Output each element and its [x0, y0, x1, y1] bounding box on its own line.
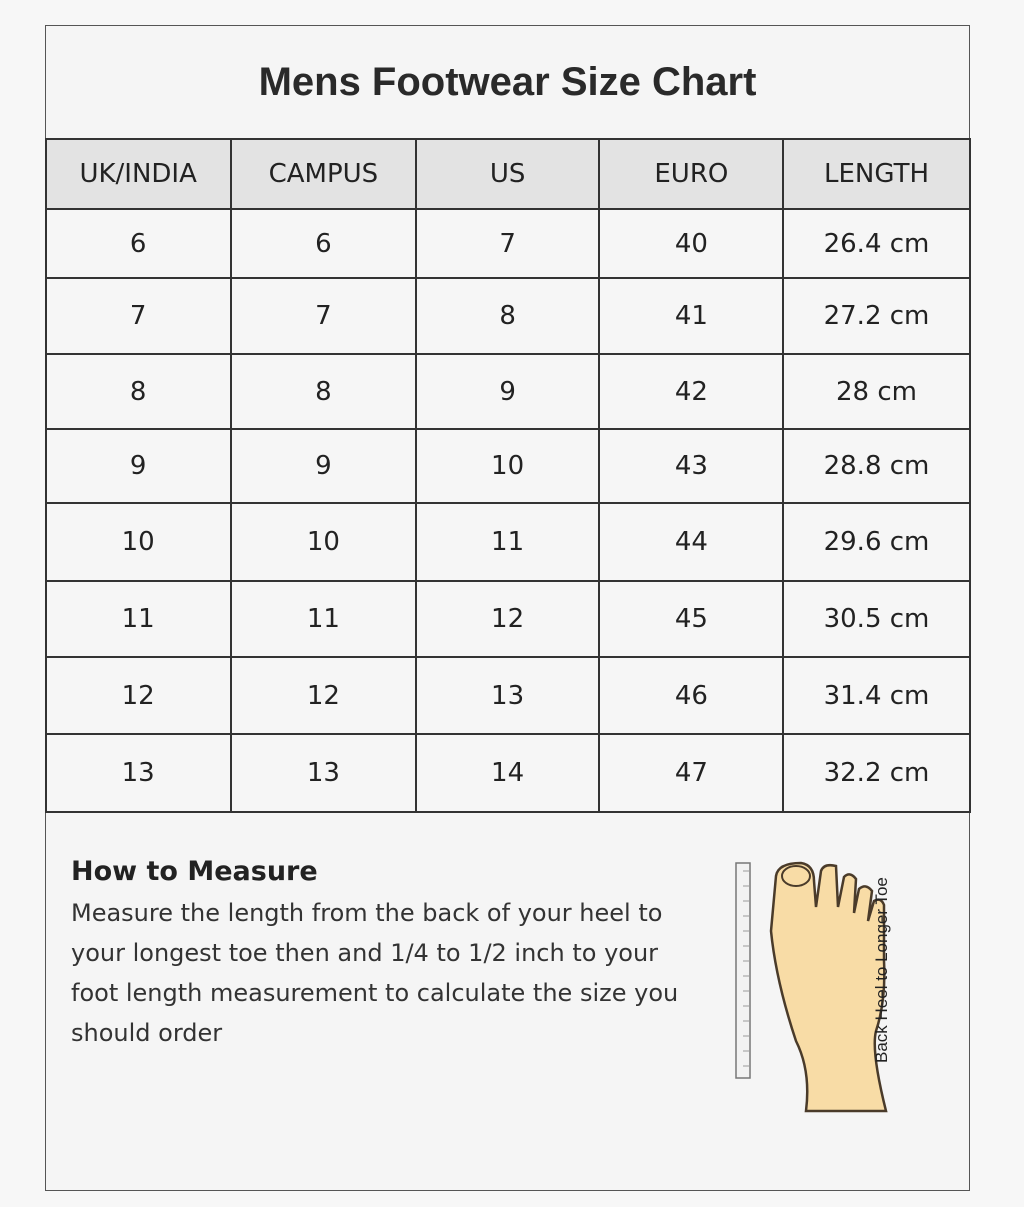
foot-with-ruler-icon — [735, 861, 888, 1113]
table-cell: 9 — [44, 428, 232, 504]
table-row: 10 10 11 44 29.6 cm — [44, 502, 971, 582]
table-cell: 10 — [44, 502, 232, 582]
table-cell: 11 — [229, 580, 417, 658]
chart-title: Mens Footwear Size Chart — [258, 60, 757, 104]
table-cell: 11 — [414, 502, 601, 582]
table-cell: 8 — [44, 353, 232, 430]
table-cell: 28.8 cm — [782, 428, 971, 504]
table-cell: 10 — [414, 428, 601, 504]
table-cell: 6 — [229, 208, 417, 279]
table-cell: 7 — [44, 277, 232, 355]
foot-caption: Back Heel to Longer Toe — [872, 877, 891, 1063]
table-row: 8 8 9 42 28 cm — [44, 353, 971, 430]
how-to-measure: How to Measure Measure the length from t… — [71, 856, 691, 1053]
measure-text: Measure the length from the back of your… — [71, 899, 679, 1047]
header-row: UK/INDIA CAMPUS US EURO LENGTH — [44, 138, 971, 210]
table-cell: 11 — [44, 580, 232, 658]
table-row: 11 11 12 45 30.5 cm — [44, 580, 971, 658]
table-cell: 14 — [414, 733, 601, 813]
table-cell: 8 — [414, 277, 601, 355]
table-cell: 13 — [229, 733, 417, 813]
table-row: 9 9 10 43 28.8 cm — [44, 428, 971, 504]
table-cell: 45 — [598, 580, 785, 658]
table-cell: 10 — [229, 502, 417, 582]
table-cell: 9 — [229, 428, 417, 504]
column-header: UK/INDIA — [44, 138, 232, 210]
table-cell: 7 — [414, 208, 601, 279]
table-row: 7 7 8 41 27.2 cm — [44, 277, 971, 355]
table-cell: 13 — [414, 656, 601, 735]
table-row: 13 13 14 47 32.2 cm — [44, 733, 971, 813]
table-cell: 32.2 cm — [782, 733, 971, 813]
size-chart: Mens Footwear Size Chart UK/INDIA CAMPUS U… — [44, 25, 971, 1191]
column-header: CAMPUS — [229, 138, 417, 210]
column-header: US — [414, 138, 601, 210]
table-cell: 30.5 cm — [782, 580, 971, 658]
table-row: 6 6 7 40 26.4 cm — [44, 208, 971, 279]
table-cell: 27.2 cm — [782, 277, 971, 355]
table-cell: 42 — [598, 353, 785, 430]
table-cell: 31.4 cm — [782, 656, 971, 735]
table-cell: 43 — [598, 428, 785, 504]
table-cell: 9 — [414, 353, 601, 430]
table-cell: 6 — [44, 208, 232, 279]
table-cell: 41 — [598, 277, 785, 355]
table-cell: 26.4 cm — [782, 208, 971, 279]
table-cell: 7 — [229, 277, 417, 355]
table-row: 12 12 13 46 31.4 cm — [44, 656, 971, 735]
table-cell: 12 — [44, 656, 232, 735]
table-cell: 13 — [44, 733, 232, 813]
size-table: UK/INDIA CAMPUS US EURO LENGTH 6 6 7 40 26.4 cm 7… — [44, 138, 971, 813]
column-header: EURO — [598, 138, 785, 210]
table-cell: 12 — [229, 656, 417, 735]
table-cell: 12 — [414, 580, 601, 658]
table-cell: 44 — [598, 502, 785, 582]
table-cell: 47 — [598, 733, 785, 813]
table-cell: 46 — [598, 656, 785, 735]
column-header: LENGTH — [782, 138, 971, 210]
table-cell: 40 — [598, 208, 785, 279]
measure-heading: How to Measure — [71, 856, 318, 887]
table-cell: 29.6 cm — [782, 502, 971, 582]
table-cell: 28 cm — [782, 353, 971, 430]
table-cell: 8 — [229, 353, 417, 430]
